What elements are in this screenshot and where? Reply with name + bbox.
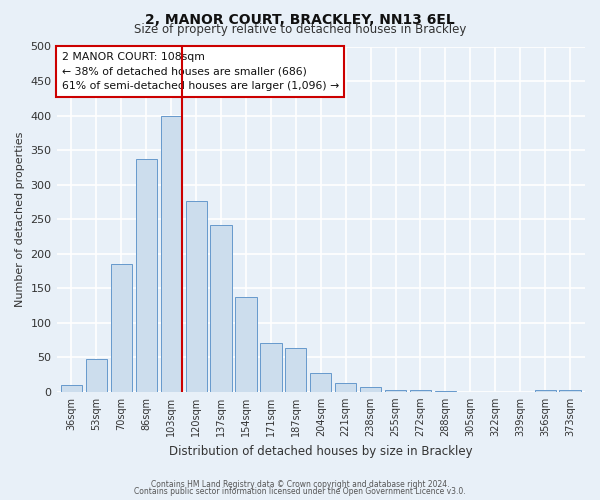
Bar — [161, 116, 182, 392]
Bar — [559, 390, 581, 392]
Bar — [136, 159, 157, 392]
Bar — [535, 390, 556, 392]
Bar — [310, 373, 331, 392]
Bar — [360, 387, 381, 392]
Bar — [86, 360, 107, 392]
Bar — [185, 200, 207, 392]
Bar — [235, 297, 257, 392]
Text: Contains HM Land Registry data © Crown copyright and database right 2024.: Contains HM Land Registry data © Crown c… — [151, 480, 449, 489]
Bar — [260, 344, 281, 392]
Bar — [435, 391, 456, 392]
Bar — [285, 348, 307, 392]
Bar — [385, 390, 406, 392]
Y-axis label: Number of detached properties: Number of detached properties — [15, 132, 25, 307]
Bar — [335, 383, 356, 392]
Text: 2, MANOR COURT, BRACKLEY, NN13 6EL: 2, MANOR COURT, BRACKLEY, NN13 6EL — [145, 12, 455, 26]
Bar — [111, 264, 132, 392]
Text: Size of property relative to detached houses in Brackley: Size of property relative to detached ho… — [134, 22, 466, 36]
X-axis label: Distribution of detached houses by size in Brackley: Distribution of detached houses by size … — [169, 444, 473, 458]
Text: 2 MANOR COURT: 108sqm
← 38% of detached houses are smaller (686)
61% of semi-det: 2 MANOR COURT: 108sqm ← 38% of detached … — [62, 52, 339, 92]
Bar — [61, 385, 82, 392]
Bar — [211, 224, 232, 392]
Bar — [410, 390, 431, 392]
Text: Contains public sector information licensed under the Open Government Licence v3: Contains public sector information licen… — [134, 487, 466, 496]
